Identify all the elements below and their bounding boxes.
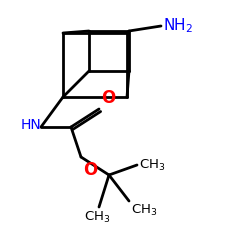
- Text: CH$_3$: CH$_3$: [131, 203, 158, 218]
- Text: NH$_2$: NH$_2$: [163, 17, 193, 35]
- Text: O: O: [101, 89, 115, 107]
- Text: O: O: [83, 161, 97, 179]
- Text: HN: HN: [21, 118, 42, 132]
- Text: CH$_3$: CH$_3$: [139, 158, 166, 172]
- Text: CH$_3$: CH$_3$: [84, 210, 110, 225]
